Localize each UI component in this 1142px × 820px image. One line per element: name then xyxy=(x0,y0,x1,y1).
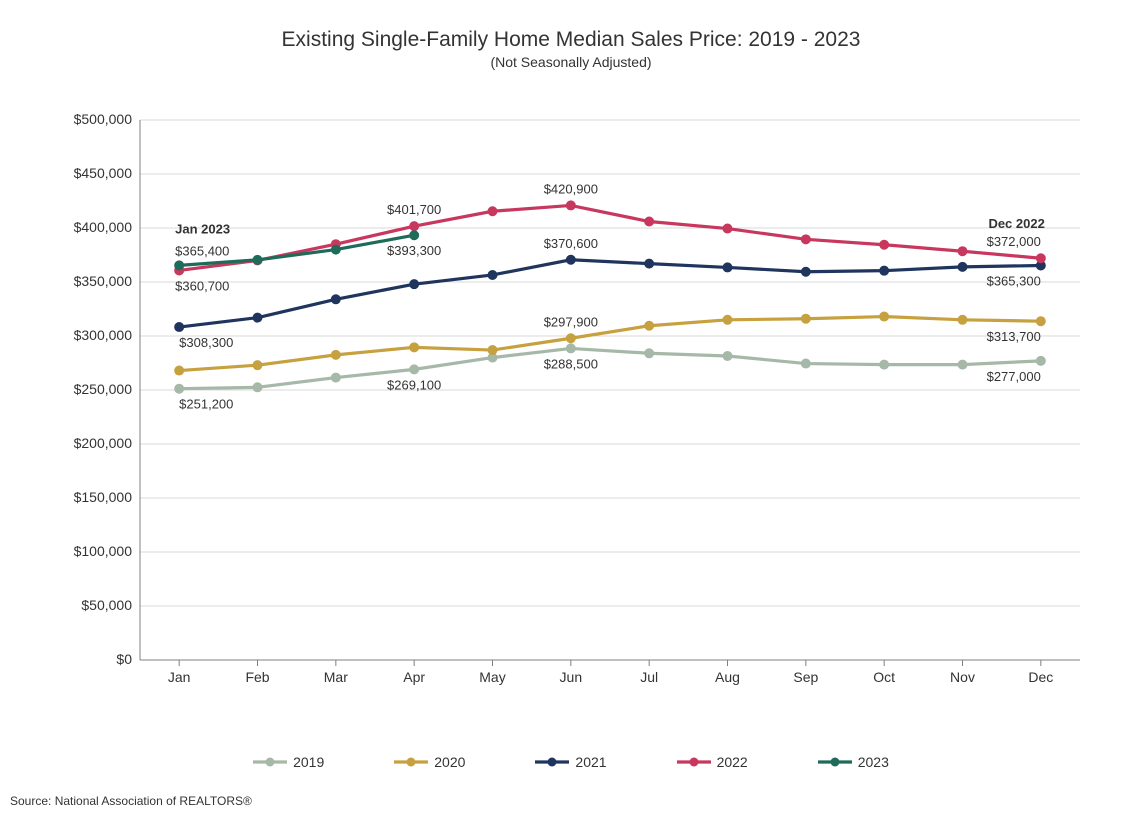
svg-text:$150,000: $150,000 xyxy=(74,489,133,505)
legend: 2019 2020 2021 2022 2023 xyxy=(0,754,1142,772)
svg-text:Jan 2023: Jan 2023 xyxy=(175,221,230,236)
chart-subtitle: (Not Seasonally Adjusted) xyxy=(0,54,1142,70)
legend-label: 2021 xyxy=(575,754,606,770)
legend-label: 2022 xyxy=(717,754,748,770)
chart-area: $0 $50,000 $100,000 $150,000 $200,000 $250,00… xyxy=(60,110,1090,710)
svg-text:$308,300: $308,300 xyxy=(179,335,233,350)
svg-text:$288,500: $288,500 xyxy=(544,356,598,371)
svg-text:$420,900: $420,900 xyxy=(544,181,598,196)
svg-text:$250,000: $250,000 xyxy=(74,381,133,397)
svg-text:$300,000: $300,000 xyxy=(74,327,133,343)
svg-text:Sep: Sep xyxy=(793,669,818,685)
svg-text:$297,900: $297,900 xyxy=(544,314,598,329)
legend-item-2022: 2022 xyxy=(677,754,748,770)
svg-text:$313,700: $313,700 xyxy=(987,329,1041,344)
legend-label: 2023 xyxy=(858,754,889,770)
legend-label: 2020 xyxy=(434,754,465,770)
svg-text:$0: $0 xyxy=(116,651,132,667)
legend-swatch xyxy=(253,755,287,769)
svg-text:Jan: Jan xyxy=(168,669,191,685)
svg-text:$200,000: $200,000 xyxy=(74,435,133,451)
svg-text:$401,700: $401,700 xyxy=(387,202,441,217)
legend-swatch xyxy=(818,755,852,769)
svg-text:Dec: Dec xyxy=(1028,669,1053,685)
legend-item-2023: 2023 xyxy=(818,754,889,770)
legend-swatch xyxy=(394,755,428,769)
svg-text:$365,400: $365,400 xyxy=(175,243,229,258)
svg-text:Feb: Feb xyxy=(245,669,269,685)
svg-text:Jul: Jul xyxy=(640,669,658,685)
svg-text:Mar: Mar xyxy=(324,669,348,685)
svg-text:Oct: Oct xyxy=(873,669,895,685)
svg-text:$350,000: $350,000 xyxy=(74,273,133,289)
svg-text:$500,000: $500,000 xyxy=(74,111,133,127)
svg-text:Jun: Jun xyxy=(560,669,583,685)
svg-text:$50,000: $50,000 xyxy=(81,597,132,613)
legend-item-2021: 2021 xyxy=(535,754,606,770)
svg-text:Dec 2022: Dec 2022 xyxy=(988,216,1044,231)
page: Existing Single-Family Home Median Sales… xyxy=(0,0,1142,820)
svg-text:$400,000: $400,000 xyxy=(74,219,133,235)
legend-label: 2019 xyxy=(293,754,324,770)
svg-text:$100,000: $100,000 xyxy=(74,543,133,559)
svg-text:$370,600: $370,600 xyxy=(544,236,598,251)
svg-text:$372,000: $372,000 xyxy=(987,234,1041,249)
legend-swatch xyxy=(535,755,569,769)
svg-text:$450,000: $450,000 xyxy=(74,165,133,181)
legend-swatch xyxy=(677,755,711,769)
svg-text:$251,200: $251,200 xyxy=(179,397,233,412)
svg-text:Nov: Nov xyxy=(950,669,975,685)
chart-title: Existing Single-Family Home Median Sales… xyxy=(0,0,1142,52)
chart-svg: $0 $50,000 $100,000 $150,000 $200,000 $250,00… xyxy=(60,110,1090,710)
source-text: Source: National Association of REALTORS… xyxy=(10,794,252,808)
svg-text:Aug: Aug xyxy=(715,669,740,685)
svg-text:$365,300: $365,300 xyxy=(987,273,1041,288)
svg-text:$393,300: $393,300 xyxy=(387,243,441,258)
legend-item-2020: 2020 xyxy=(394,754,465,770)
legend-item-2019: 2019 xyxy=(253,754,324,770)
svg-text:May: May xyxy=(479,669,505,685)
svg-text:$360,700: $360,700 xyxy=(175,278,229,293)
svg-text:$269,100: $269,100 xyxy=(387,377,441,392)
svg-text:$277,000: $277,000 xyxy=(987,369,1041,384)
svg-text:Apr: Apr xyxy=(403,669,425,685)
